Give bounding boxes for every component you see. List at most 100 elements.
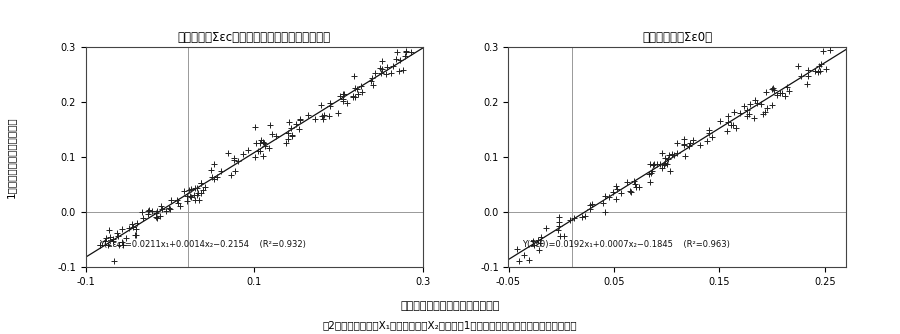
Point (129, 232, 143, 238)
Point (105, 238, 120, 244)
Point (346, 94, 360, 99)
Point (254, 137, 268, 142)
Point (598, 193, 612, 199)
Point (670, 150, 684, 155)
Point (814, 61, 829, 66)
Point (161, 205, 176, 211)
Point (253, 141, 267, 146)
Point (632, 184, 646, 189)
Point (552, 214, 566, 219)
Point (158, 209, 173, 214)
Point (279, 141, 293, 146)
Point (740, 108, 754, 113)
Point (397, 53, 411, 58)
Point (756, 111, 770, 117)
Point (330, 110, 345, 116)
Point (269, 133, 284, 138)
Point (187, 185, 202, 190)
Point (186, 192, 201, 197)
Point (552, 223, 566, 228)
Point (623, 189, 637, 194)
Point (657, 162, 671, 167)
Point (227, 155, 241, 160)
Point (737, 104, 751, 109)
Point (293, 118, 308, 123)
Point (221, 151, 236, 156)
Point (518, 253, 532, 258)
Point (375, 66, 390, 71)
Point (292, 127, 306, 132)
Point (596, 200, 610, 205)
Point (713, 118, 727, 123)
Point (643, 179, 657, 185)
Point (511, 258, 526, 263)
Point (135, 209, 149, 214)
Point (765, 87, 779, 92)
Point (184, 194, 198, 200)
Text: 日平均気温と日較差による推定値: 日平均気温と日較差による推定値 (400, 301, 500, 311)
Point (355, 90, 369, 95)
Point (314, 102, 328, 108)
Point (140, 211, 155, 216)
Point (380, 64, 394, 70)
Point (727, 109, 742, 115)
Point (190, 192, 204, 197)
Point (365, 82, 380, 88)
Point (392, 69, 407, 74)
Point (606, 189, 620, 195)
Point (643, 161, 657, 166)
Point (322, 113, 337, 119)
Point (265, 132, 279, 137)
Point (653, 162, 668, 167)
Point (677, 136, 691, 142)
Point (230, 159, 245, 164)
Text: Y(Σεc)=0.0211x₁+0.0014x₂−0.2154    (R²=0.932): Y(Σεc)=0.0211x₁+0.0014x₂−0.2154 (R²=0.93… (99, 240, 306, 249)
Point (753, 101, 768, 107)
Point (646, 162, 661, 167)
Point (285, 132, 300, 138)
Point (236, 152, 250, 157)
Point (93, 242, 107, 248)
Point (602, 194, 616, 199)
Point (102, 228, 116, 233)
Point (183, 193, 197, 198)
Point (801, 67, 815, 72)
Point (228, 169, 242, 174)
Point (608, 183, 623, 188)
Point (248, 154, 263, 159)
Point (164, 197, 178, 202)
Point (808, 68, 823, 74)
Point (302, 112, 316, 117)
Point (128, 232, 142, 237)
Point (654, 165, 669, 170)
Point (252, 148, 266, 154)
Point (662, 169, 677, 174)
Point (206, 161, 220, 166)
Point (654, 150, 669, 155)
Point (658, 155, 672, 161)
Point (256, 139, 270, 145)
Point (758, 109, 772, 115)
Point (396, 67, 410, 73)
Point (340, 100, 355, 106)
Point (346, 95, 360, 100)
Point (773, 91, 788, 96)
Point (101, 243, 115, 248)
Point (367, 71, 382, 76)
Point (136, 215, 150, 220)
Point (210, 174, 224, 180)
Point (187, 197, 202, 202)
Title: イヌビエ（Σεc：ヒメイヌビエにも適用可能）: イヌビエ（Σεc：ヒメイヌビエにも適用可能） (177, 31, 331, 44)
Point (667, 153, 681, 158)
Point (129, 226, 143, 232)
Point (610, 187, 625, 192)
Point (284, 133, 299, 138)
Point (126, 224, 140, 229)
Point (347, 95, 362, 100)
Point (347, 86, 362, 91)
Point (336, 92, 350, 97)
Point (526, 238, 541, 243)
Point (661, 156, 675, 162)
Point (173, 204, 187, 209)
Point (256, 153, 270, 158)
